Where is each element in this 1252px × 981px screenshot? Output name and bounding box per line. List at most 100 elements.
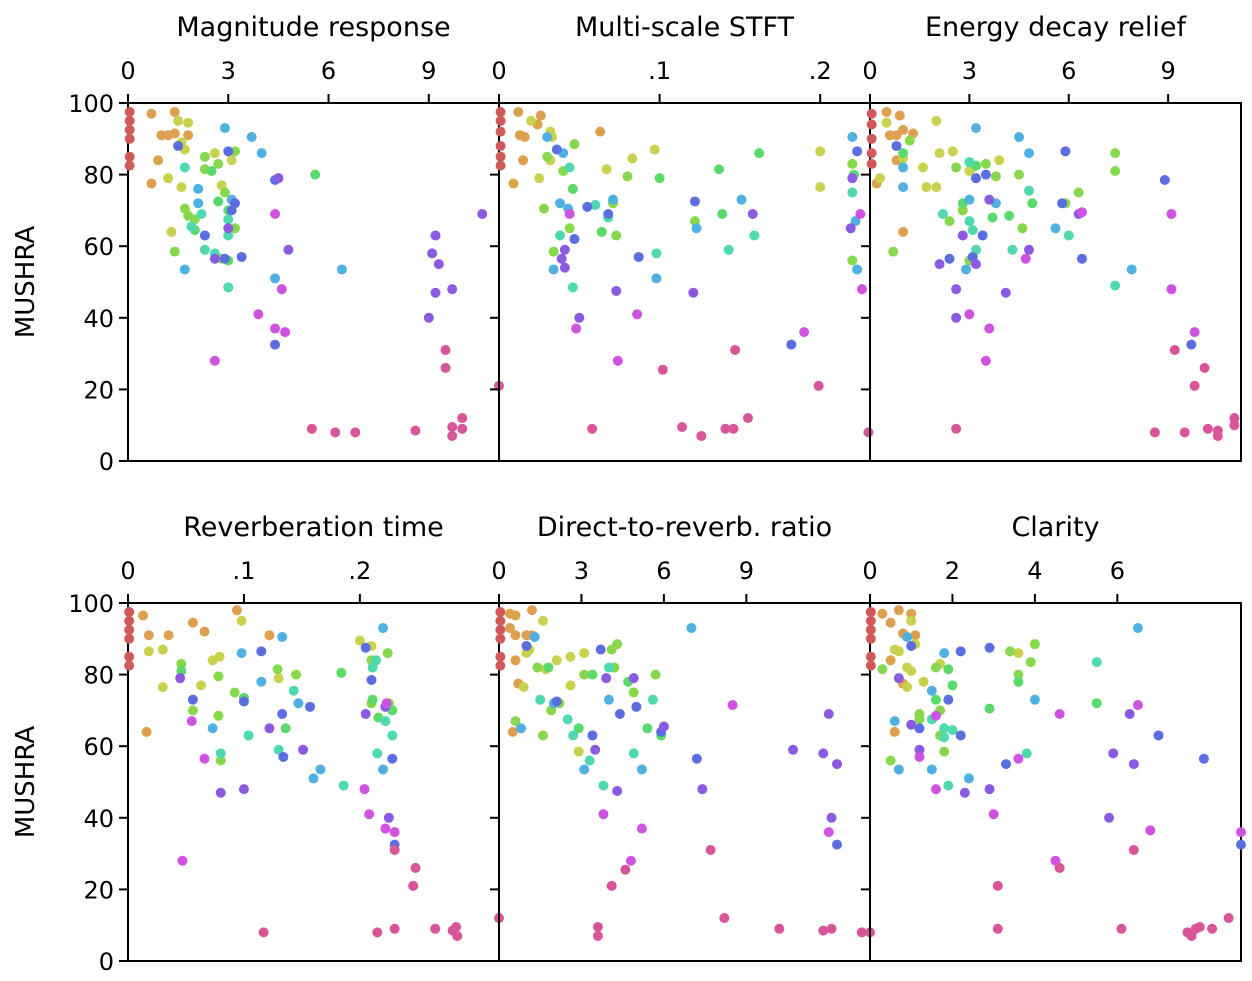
scatter-point — [193, 183, 204, 194]
scatter-point — [847, 187, 858, 198]
scatter-points — [124, 605, 504, 941]
scatter-point — [818, 748, 829, 759]
y-tick-label: 80 — [83, 662, 114, 690]
scatter-point — [199, 626, 210, 637]
scatter-point — [603, 662, 614, 673]
scatter-point — [124, 151, 135, 162]
panel-energy-decay-relief: Energy decay relief 0 3 6 9 — [861, 12, 1242, 462]
scatter-point — [863, 427, 874, 438]
scatter-point — [153, 155, 164, 166]
scatter-point — [688, 287, 699, 298]
scatter-point — [280, 327, 291, 338]
scatter-point — [1005, 646, 1016, 657]
scatter-point — [256, 148, 267, 159]
scatter-point — [548, 246, 559, 257]
scatter-point — [696, 430, 707, 441]
scatter-point — [199, 244, 210, 255]
scatter-point — [138, 610, 149, 621]
scatter-point — [173, 115, 184, 126]
scatter-point — [885, 617, 896, 628]
scatter-point — [433, 259, 444, 270]
scatter-point — [507, 726, 518, 737]
scatter-point — [291, 669, 302, 680]
scatter-point — [567, 282, 578, 293]
x-tick-label: 9 — [739, 557, 754, 585]
scatter-point — [943, 694, 954, 705]
scatter-point — [799, 327, 810, 338]
scatter-point — [590, 744, 601, 755]
scatter-point — [866, 133, 877, 144]
scatter-point — [276, 284, 287, 295]
scatter-point — [215, 755, 226, 766]
x-tick-label: 4 — [1027, 557, 1042, 585]
scatter-point — [408, 880, 419, 891]
scatter-point — [612, 355, 623, 366]
scatter-point — [885, 655, 896, 666]
scatter-point — [214, 651, 225, 662]
scatter-point — [1091, 698, 1102, 709]
y-tick-label: 0 — [99, 448, 114, 476]
scatter-point — [1132, 700, 1143, 711]
scatter-point — [283, 244, 294, 255]
scatter-point — [521, 640, 532, 651]
scatter-point — [951, 423, 962, 434]
scatter-point — [984, 323, 995, 334]
scatter-point — [596, 226, 607, 237]
scatter-point — [598, 809, 609, 820]
scatter-point — [855, 208, 866, 219]
scatter-point — [727, 700, 738, 711]
scatter-point — [423, 312, 434, 323]
scatter-point — [934, 259, 945, 270]
x-tick-label: 6 — [656, 557, 671, 585]
scatter-point — [336, 264, 347, 275]
scatter-point — [236, 648, 247, 659]
scatter-point — [611, 285, 622, 296]
axes-frame — [869, 602, 1242, 962]
scatter-point — [865, 624, 876, 635]
scatter-point — [495, 660, 506, 671]
scatter-point — [231, 605, 242, 616]
scatter-point — [447, 421, 458, 432]
scatter-point — [921, 182, 932, 193]
scatter-point — [543, 662, 554, 673]
scatter-point — [984, 784, 995, 795]
scatter-point — [551, 144, 562, 155]
scatter-point — [169, 106, 180, 117]
scatter-point — [845, 223, 856, 234]
scatter-point — [1029, 694, 1040, 705]
x-tick-label: 6 — [1110, 557, 1125, 585]
scatter-point — [330, 427, 341, 438]
scatter-point — [215, 787, 226, 798]
scatter-point — [236, 615, 247, 626]
scatter-point — [371, 655, 382, 666]
scatter-points — [495, 106, 874, 441]
scatter-point — [723, 244, 734, 255]
scatter-point — [742, 413, 753, 424]
scatter-point — [196, 208, 207, 219]
y-axis-label: MUSHRA — [11, 726, 41, 839]
scatter-point — [383, 812, 394, 823]
scatter-point — [865, 633, 876, 644]
scatter-point — [992, 923, 1003, 934]
scatter-point — [994, 155, 1005, 166]
scatter-point — [186, 716, 197, 727]
scatter-point — [223, 146, 234, 157]
scatter-point — [495, 624, 506, 635]
scatter-point — [1189, 327, 1200, 338]
scatter-point — [457, 423, 468, 434]
scatter-point — [187, 705, 198, 716]
scatter-point — [889, 726, 900, 737]
scatter-point — [636, 764, 647, 775]
scatter-point — [906, 608, 917, 619]
scatter-point — [847, 255, 858, 266]
chart-title: Direct-to-reverb. ratio — [537, 512, 832, 543]
scatter-point — [1025, 657, 1036, 668]
scatter-point — [1104, 812, 1115, 823]
scatter-point — [219, 123, 230, 134]
scatter-point — [556, 253, 567, 264]
scatter-point — [898, 148, 909, 159]
scatter-point — [360, 642, 371, 653]
scatter-point — [856, 927, 867, 938]
scatter-point — [850, 216, 861, 227]
scatter-point — [964, 157, 975, 168]
